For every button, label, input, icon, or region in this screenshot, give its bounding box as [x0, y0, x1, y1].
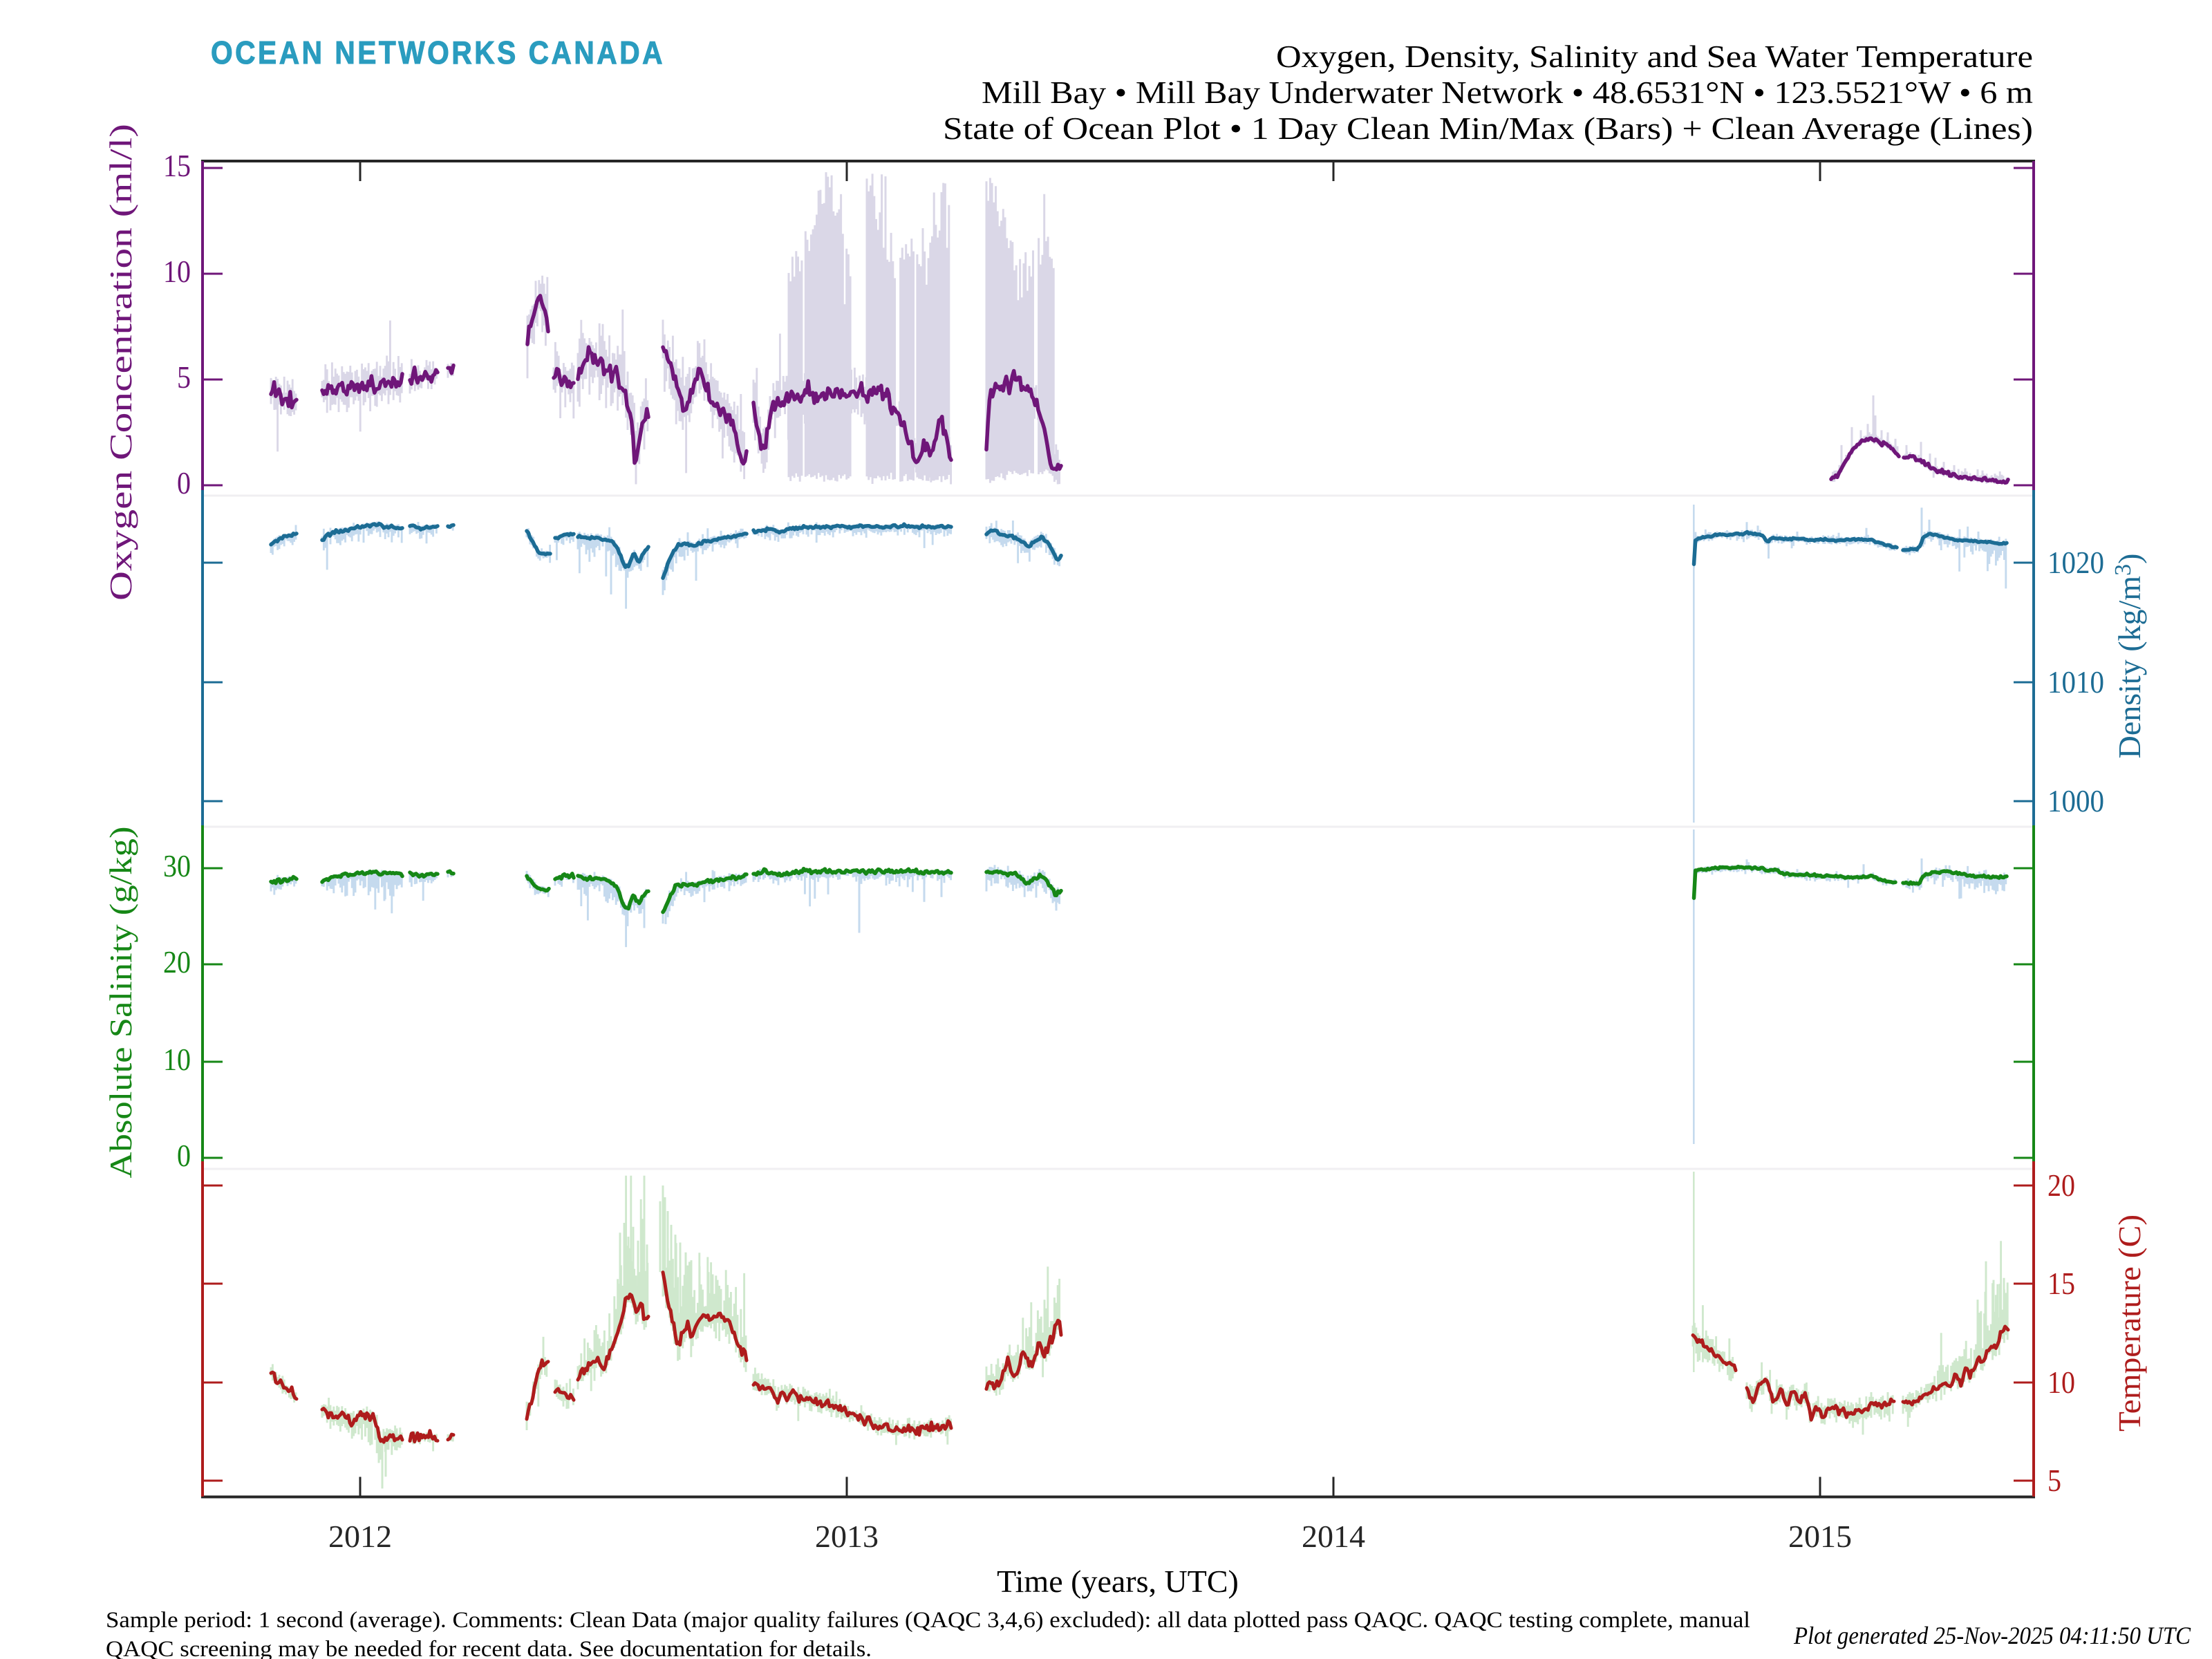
- svg-text:Mill Bay • Mill Bay Underwater: Mill Bay • Mill Bay Underwater Network •…: [982, 75, 2033, 110]
- svg-text:QAQC screening may be needed f: QAQC screening may be needed for recent …: [106, 1637, 872, 1659]
- svg-text:5: 5: [177, 359, 191, 395]
- svg-text:0: 0: [177, 1138, 191, 1173]
- svg-text:10: 10: [163, 1042, 191, 1077]
- svg-text:Time (years, UTC): Time (years, UTC): [997, 1564, 1239, 1599]
- svg-text:OCEAN NETWORKS CANADA: OCEAN NETWORKS CANADA: [211, 35, 665, 71]
- svg-text:1000: 1000: [2047, 783, 2104, 818]
- svg-text:Temperature (C): Temperature (C): [2112, 1215, 2147, 1432]
- svg-text:0: 0: [177, 465, 191, 500]
- svg-text:5: 5: [2047, 1463, 2061, 1498]
- svg-text:1020: 1020: [2047, 545, 2104, 580]
- svg-text:State of Ocean Plot • 1 Day Cl: State of Ocean Plot • 1 Day Clean Min/Ma…: [943, 111, 2033, 146]
- svg-text:Plot generated 25-Nov-2025 04:: Plot generated 25-Nov-2025 04:11:50 UTC: [1793, 1622, 2191, 1649]
- svg-text:1010: 1010: [2047, 664, 2104, 700]
- svg-text:20: 20: [163, 944, 191, 980]
- svg-text:2014: 2014: [1302, 1519, 1365, 1554]
- svg-text:Sample period: 1 second (avera: Sample period: 1 second (average). Comme…: [106, 1608, 1750, 1633]
- svg-text:2012: 2012: [328, 1519, 392, 1554]
- svg-text:10: 10: [163, 254, 191, 289]
- svg-text:Absolute Salinity (g/kg): Absolute Salinity (g/kg): [103, 827, 138, 1179]
- svg-text:10: 10: [2047, 1365, 2075, 1400]
- svg-text:30: 30: [163, 848, 191, 883]
- svg-text:15: 15: [2047, 1266, 2075, 1301]
- svg-text:2015: 2015: [1788, 1519, 1852, 1554]
- svg-text:Density (kg/m3): Density (kg/m3): [2110, 554, 2147, 759]
- svg-text:2013: 2013: [815, 1519, 879, 1554]
- svg-text:Oxygen, Density, Salinity and: Oxygen, Density, Salinity and Sea Water …: [1276, 39, 2033, 74]
- svg-text:15: 15: [163, 148, 191, 183]
- svg-text:20: 20: [2047, 1168, 2075, 1203]
- svg-text:Oxygen Concentration (ml/l): Oxygen Concentration (ml/l): [103, 124, 138, 601]
